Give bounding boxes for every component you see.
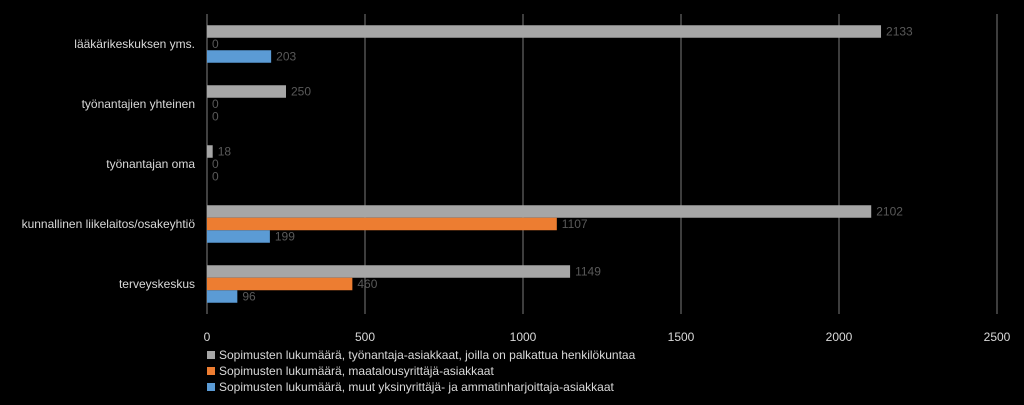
category-labels: terveyskeskus kunnallinen liikelaitos/osa… — [22, 37, 196, 291]
data-label: 2133 — [886, 25, 913, 39]
category-label: työnantajan oma — [106, 157, 195, 171]
tick-label: 500 — [355, 330, 375, 344]
gridlines — [206, 14, 998, 314]
data-label: 18 — [218, 145, 232, 159]
data-label: 250 — [291, 85, 311, 99]
data-label: 0 — [212, 170, 219, 184]
bar — [207, 85, 286, 98]
bar — [207, 230, 270, 243]
legend-label: Sopimusten lukumäärä, muut yksinyrittäjä… — [219, 380, 615, 394]
data-label: 96 — [242, 290, 256, 304]
bar — [207, 145, 213, 158]
data-label: 199 — [275, 230, 295, 244]
category-label: lääkärikeskuksen yms. — [74, 37, 195, 51]
legend-swatch — [207, 367, 215, 375]
tick-label: 2500 — [984, 330, 1011, 344]
tick-label: 2000 — [826, 330, 853, 344]
category-label: terveyskeskus — [119, 277, 195, 291]
bars — [207, 25, 882, 303]
bar — [207, 265, 571, 278]
bar — [207, 50, 272, 63]
legend: Sopimusten lukumäärä, työnantaja-asiakka… — [207, 348, 636, 394]
category-label: kunnallinen liikelaitos/osakeyhtiö — [22, 217, 196, 231]
data-label: 460 — [357, 277, 377, 291]
data-label: 203 — [276, 50, 296, 64]
tick-labels: 0 500 1000 1500 2000 2500 — [204, 330, 1011, 344]
tick-label: 1000 — [510, 330, 537, 344]
data-label: 0 — [212, 157, 219, 171]
bar — [207, 290, 238, 303]
legend-label: Sopimusten lukumäärä, työnantaja-asiakka… — [219, 348, 636, 362]
category-label: työnantajien yhteinen — [82, 97, 195, 111]
data-label: 0 — [212, 37, 219, 51]
legend-swatch — [207, 351, 215, 359]
data-label: 0 — [212, 110, 219, 124]
data-label: 1149 — [575, 265, 601, 279]
legend-label: Sopimusten lukumäärä, maatalousyrittäjä-… — [219, 364, 494, 378]
data-label: 1107 — [562, 217, 588, 231]
tick-label: 0 — [204, 330, 211, 344]
bar — [207, 217, 557, 231]
bar — [207, 277, 353, 291]
legend-swatch — [207, 383, 215, 391]
data-label: 0 — [212, 97, 219, 111]
data-label: 2102 — [876, 205, 903, 219]
bar — [207, 25, 882, 38]
tick-label: 1500 — [668, 330, 695, 344]
bar — [207, 205, 872, 218]
